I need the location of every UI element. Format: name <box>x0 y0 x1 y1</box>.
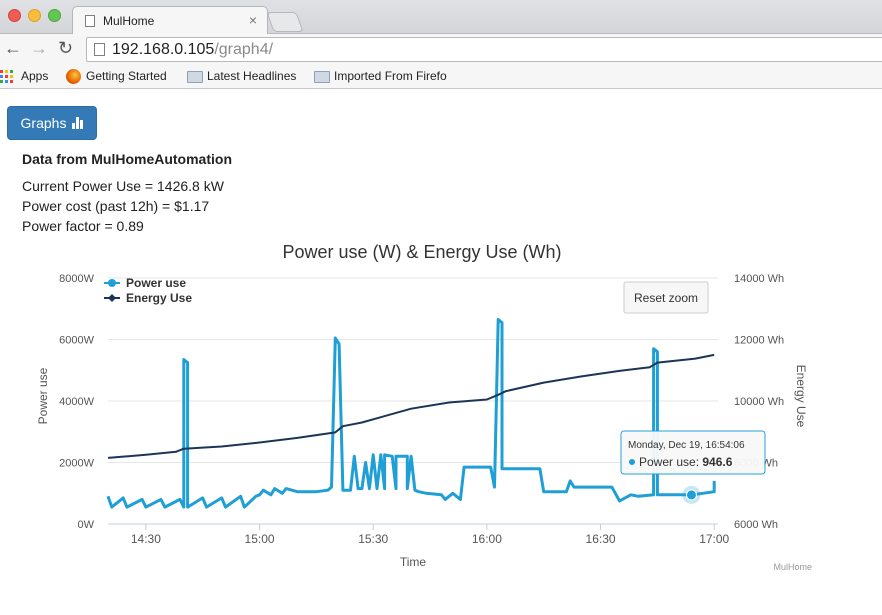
reset-zoom-label: Reset zoom <box>634 291 698 305</box>
x-tick-label: 16:30 <box>586 532 616 546</box>
tooltip-date: Monday, Dec 19, 16:54:06 <box>628 440 745 451</box>
browser-tab[interactable]: MulHome × <box>72 6 268 35</box>
firefox-icon <box>66 69 81 84</box>
x-axis-title: Time <box>400 555 427 569</box>
tooltip-value: 946.6 <box>702 455 732 469</box>
y2-tick-label: 14000 Wh <box>734 273 784 285</box>
chart-tooltip: Monday, Dec 19, 16:54:06 Power use: 946.… <box>620 430 766 475</box>
y-tick-label: 0W <box>78 519 95 531</box>
zoom-window-button[interactable] <box>48 9 61 22</box>
tooltip-colon: : <box>696 455 703 469</box>
reset-zoom-button[interactable]: Reset zoom <box>623 281 709 314</box>
bar-chart-icon <box>72 117 84 129</box>
bookmarks-bar: Apps Getting Started Latest Headlines Im… <box>0 64 882 89</box>
tab-close-icon[interactable]: × <box>248 12 257 28</box>
url-path: /graph4/ <box>214 41 274 58</box>
bookmark-imported-from-firefox[interactable]: Imported From Firefo <box>334 69 447 83</box>
y-tick-label: 6000W <box>59 335 94 347</box>
y-axis-title: Power use <box>36 367 50 424</box>
minimize-window-button[interactable] <box>28 9 41 22</box>
y-axis-left: 0W 2000W 4000W 6000W 8000W <box>59 273 94 531</box>
legend-item-power-use[interactable]: Power use <box>104 276 186 290</box>
reload-icon[interactable]: ↻ <box>58 38 74 58</box>
power-cost-line: Power cost (past 12h) = $1.17 <box>22 198 210 214</box>
chart-grid <box>108 277 718 525</box>
legend-item-energy-use[interactable]: Energy Use <box>104 291 192 305</box>
page-content: Graphs Data from MulHomeAutomation Curre… <box>0 90 882 615</box>
y2-tick-label: 10000 Wh <box>734 396 784 408</box>
bookmark-latest-headlines[interactable]: Latest Headlines <box>207 69 297 83</box>
bookmark-getting-started[interactable]: Getting Started <box>86 69 167 83</box>
y2-axis-title: Energy Use <box>794 365 808 428</box>
hover-point <box>685 489 697 501</box>
browser-toolbar: ← → ↻ 192.168.0.105/graph4/ <box>0 34 882 64</box>
x-tick-label: 15:30 <box>358 532 388 546</box>
chart-credits[interactable]: MulHome <box>773 562 812 572</box>
x-tick-label: 14:30 <box>131 532 161 546</box>
page-icon <box>85 15 95 27</box>
power-chart[interactable]: Power use (W) & Energy Use (Wh) 0W 2000W 4… <box>0 238 882 573</box>
x-tick-label: 17:00 <box>699 532 729 546</box>
chart-legend: Power use Energy Use <box>104 276 192 305</box>
url-host: 192.168.0.105 <box>112 41 215 58</box>
series-line-power-use <box>106 318 716 509</box>
series-line-energy-use <box>107 353 715 459</box>
tab-title: MulHome <box>103 14 155 28</box>
data-heading: Data from MulHomeAutomation <box>22 151 232 167</box>
forward-arrow-icon[interactable]: → <box>30 38 48 58</box>
x-tick-label: 15:00 <box>245 532 275 546</box>
y-tick-label: 2000W <box>59 458 94 470</box>
y-tick-label: 8000W <box>59 273 94 285</box>
tooltip-series: Power use <box>639 455 696 469</box>
chart-title: Power use (W) & Energy Use (Wh) <box>282 242 561 262</box>
legend-label-power-use: Power use <box>126 276 186 290</box>
bookmark-apps[interactable]: Apps <box>21 69 49 83</box>
current-power-line: Current Power Use = 1426.8 kW <box>22 178 224 194</box>
close-window-button[interactable] <box>8 9 21 22</box>
y2-tick-label: 12000 Wh <box>734 335 784 347</box>
browser-tab-strip: MulHome × <box>0 0 882 35</box>
new-tab-button[interactable] <box>266 12 304 32</box>
x-axis: 14:30 15:00 15:30 16:00 16:30 17:00 <box>131 524 730 546</box>
back-arrow-icon[interactable]: ← <box>4 38 22 58</box>
folder-icon <box>187 71 203 83</box>
address-bar[interactable]: 192.168.0.105/graph4/ <box>86 37 882 62</box>
apps-grid-icon <box>0 70 13 83</box>
x-tick-label: 16:00 <box>472 532 502 546</box>
series-layer <box>106 318 716 509</box>
y-tick-label: 4000W <box>59 396 94 408</box>
tooltip-value-line: Power use: 946.6 <box>639 455 733 469</box>
legend-label-energy-use: Energy Use <box>126 291 192 305</box>
power-factor-line: Power factor = 0.89 <box>22 218 144 234</box>
graphs-button-label: Graphs <box>20 115 67 131</box>
y2-tick-label: 6000 Wh <box>734 519 778 531</box>
url-text: 192.168.0.105/graph4/ <box>112 41 273 59</box>
page-icon <box>94 43 105 56</box>
folder-icon <box>314 71 330 83</box>
graphs-button[interactable]: Graphs <box>7 106 97 140</box>
